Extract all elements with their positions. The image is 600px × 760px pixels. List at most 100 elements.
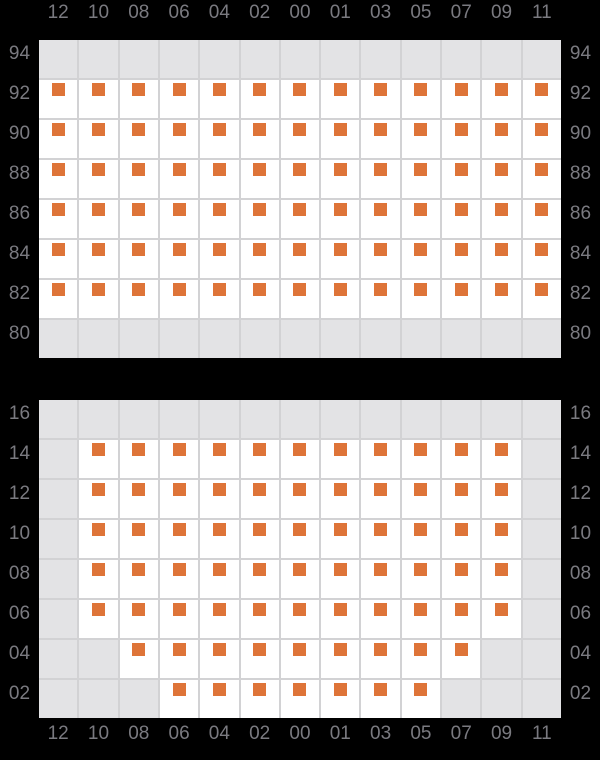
slot-occupied[interactable] [442,600,481,638]
slot-occupied[interactable] [79,120,118,158]
slot-occupied[interactable] [79,280,118,318]
slot-occupied[interactable] [522,80,561,118]
slot-occupied[interactable] [361,80,400,118]
slot-occupied[interactable] [119,480,158,518]
slot-occupied[interactable] [119,560,158,598]
slot-occupied[interactable] [240,440,279,478]
slot-occupied[interactable] [280,680,320,718]
slot-occupied[interactable] [361,560,400,598]
slot-occupied[interactable] [200,640,239,678]
slot-occupied[interactable] [321,120,360,158]
slot-occupied[interactable] [240,640,279,678]
slot-occupied[interactable] [79,160,118,198]
slot-occupied[interactable] [482,520,521,558]
slot-occupied[interactable] [321,200,360,238]
slot-occupied[interactable] [321,520,360,558]
slot-occupied[interactable] [79,440,118,478]
slot-occupied[interactable] [442,520,481,558]
slot-occupied[interactable] [119,600,158,638]
slot-occupied[interactable] [482,440,521,478]
slot-occupied[interactable] [321,160,360,198]
slot-occupied[interactable] [482,80,521,118]
slot-occupied[interactable] [159,520,199,558]
slot-occupied[interactable] [442,480,481,518]
slot-occupied[interactable] [39,120,78,158]
slot-occupied[interactable] [321,480,360,518]
slot-occupied[interactable] [39,160,78,198]
slot-occupied[interactable] [240,160,279,198]
slot-occupied[interactable] [280,160,320,198]
slot-occupied[interactable] [159,480,199,518]
slot-occupied[interactable] [401,680,441,718]
slot-occupied[interactable] [119,280,158,318]
slot-occupied[interactable] [200,280,239,318]
slot-occupied[interactable] [280,80,320,118]
slot-occupied[interactable] [522,160,561,198]
slot-occupied[interactable] [119,240,158,278]
slot-occupied[interactable] [401,200,441,238]
slot-occupied[interactable] [240,680,279,718]
slot-occupied[interactable] [401,480,441,518]
slot-occupied[interactable] [240,560,279,598]
slot-occupied[interactable] [522,200,561,238]
slot-occupied[interactable] [240,280,279,318]
slot-occupied[interactable] [401,520,441,558]
slot-occupied[interactable] [522,280,561,318]
slot-occupied[interactable] [482,240,521,278]
slot-occupied[interactable] [200,440,239,478]
slot-occupied[interactable] [401,80,441,118]
slot-occupied[interactable] [321,640,360,678]
slot-occupied[interactable] [280,440,320,478]
slot-occupied[interactable] [200,80,239,118]
slot-occupied[interactable] [401,440,441,478]
slot-occupied[interactable] [401,600,441,638]
slot-occupied[interactable] [361,200,400,238]
slot-occupied[interactable] [321,560,360,598]
slot-occupied[interactable] [159,440,199,478]
slot-occupied[interactable] [119,160,158,198]
slot-occupied[interactable] [240,480,279,518]
slot-occupied[interactable] [401,640,441,678]
slot-occupied[interactable] [280,120,320,158]
slot-occupied[interactable] [442,560,481,598]
slot-occupied[interactable] [442,160,481,198]
slot-occupied[interactable] [159,560,199,598]
slot-occupied[interactable] [401,160,441,198]
slot-occupied[interactable] [79,520,118,558]
slot-occupied[interactable] [280,600,320,638]
slot-occupied[interactable] [39,200,78,238]
slot-occupied[interactable] [482,280,521,318]
slot-occupied[interactable] [482,560,521,598]
slot-occupied[interactable] [240,120,279,158]
slot-occupied[interactable] [321,680,360,718]
slot-occupied[interactable] [361,480,400,518]
slot-occupied[interactable] [79,240,118,278]
slot-occupied[interactable] [159,120,199,158]
slot-occupied[interactable] [280,520,320,558]
slot-occupied[interactable] [200,600,239,638]
slot-occupied[interactable] [361,280,400,318]
slot-occupied[interactable] [200,160,239,198]
slot-occupied[interactable] [442,240,481,278]
slot-occupied[interactable] [321,440,360,478]
slot-occupied[interactable] [159,160,199,198]
slot-occupied[interactable] [119,80,158,118]
slot-occupied[interactable] [200,560,239,598]
slot-occupied[interactable] [119,640,158,678]
slot-occupied[interactable] [159,280,199,318]
slot-occupied[interactable] [522,120,561,158]
slot-occupied[interactable] [119,520,158,558]
slot-occupied[interactable] [482,480,521,518]
slot-occupied[interactable] [482,120,521,158]
slot-occupied[interactable] [280,240,320,278]
slot-occupied[interactable] [240,200,279,238]
slot-occupied[interactable] [280,280,320,318]
slot-occupied[interactable] [200,240,239,278]
slot-occupied[interactable] [361,440,400,478]
slot-occupied[interactable] [280,480,320,518]
slot-occupied[interactable] [200,520,239,558]
slot-occupied[interactable] [159,80,199,118]
slot-occupied[interactable] [321,240,360,278]
slot-occupied[interactable] [442,200,481,238]
slot-occupied[interactable] [482,200,521,238]
